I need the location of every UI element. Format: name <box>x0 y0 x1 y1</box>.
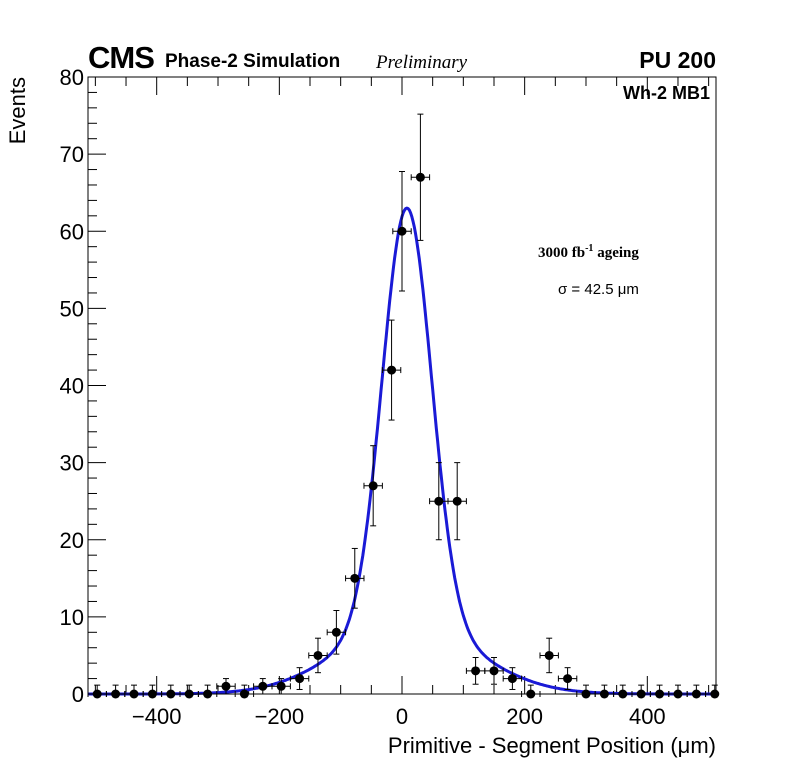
plot-frame <box>87 76 717 695</box>
data-point <box>345 547 365 609</box>
data-points-group <box>87 113 720 699</box>
sigma-annotation: σ = 42.5 μm <box>558 281 639 298</box>
data-point <box>686 684 707 699</box>
data-point <box>705 684 720 699</box>
data-marker <box>452 496 462 506</box>
x-tick-label: −400 <box>132 704 182 729</box>
header-subtitle: Phase-2 Simulation <box>165 51 341 72</box>
cms-logo-text: CMS <box>88 40 155 75</box>
data-point <box>124 684 144 699</box>
data-point <box>216 678 236 695</box>
data-marker <box>387 365 397 375</box>
data-marker <box>471 666 481 676</box>
y-tick-label: 10 <box>60 605 84 630</box>
data-point <box>381 319 402 421</box>
data-point <box>289 667 310 690</box>
data-marker <box>434 496 444 506</box>
data-point <box>465 657 486 685</box>
x-axis-label: Primitive - Segment Position (μm) <box>388 733 716 758</box>
x-tick-label: 400 <box>629 704 666 729</box>
data-point <box>363 445 383 527</box>
y-tick-label: 70 <box>60 142 84 167</box>
data-point <box>161 684 181 699</box>
data-marker <box>507 674 517 684</box>
data-marker <box>313 650 323 660</box>
data-marker <box>350 573 360 583</box>
data-point <box>308 637 328 674</box>
data-marker <box>276 681 286 691</box>
data-point <box>87 684 107 699</box>
data-marker <box>258 681 268 691</box>
data-point <box>142 684 163 699</box>
data-point <box>410 113 431 241</box>
header-pileup: PU 200 <box>639 47 716 73</box>
station-label: Wh-2 MB1 <box>623 83 710 103</box>
ageing-suffix: ageing <box>593 245 639 261</box>
data-marker <box>544 650 554 660</box>
data-marker <box>415 172 425 182</box>
data-point <box>668 684 688 699</box>
y-tick-label: 50 <box>60 296 84 321</box>
data-point <box>392 171 412 292</box>
data-point <box>649 684 670 699</box>
x-tick-label: 0 <box>396 704 408 729</box>
data-point <box>484 657 504 685</box>
tick-labels: −400 −200 0 200 400 0 10 20 30 40 50 60 70 80 <box>60 65 666 729</box>
data-marker <box>331 627 341 637</box>
data-marker <box>563 674 573 684</box>
data-point <box>253 678 273 695</box>
ageing-sup: -1 <box>585 243 593 254</box>
y-tick-label: 80 <box>60 65 84 90</box>
y-tick-label: 40 <box>60 374 84 399</box>
data-point <box>502 667 523 690</box>
data-marker <box>368 481 378 491</box>
x-tick-label: −200 <box>255 704 305 729</box>
x-tick-label: 200 <box>506 704 543 729</box>
data-point <box>179 684 199 699</box>
y-axis-label: Events <box>5 77 30 144</box>
data-point <box>539 637 559 674</box>
data-marker <box>295 674 305 684</box>
data-marker <box>221 681 231 691</box>
ageing-annotation: 3000 fb-1 ageing <box>538 243 639 261</box>
data-point <box>429 462 449 541</box>
axis-ticks <box>88 76 710 695</box>
data-point <box>271 678 291 695</box>
y-tick-label: 20 <box>60 528 84 553</box>
data-point <box>447 462 467 541</box>
y-tick-label: 60 <box>60 219 84 244</box>
data-point <box>105 684 126 699</box>
data-marker <box>489 666 499 676</box>
header-preliminary: Preliminary <box>376 52 468 73</box>
data-point <box>557 667 578 690</box>
ageing-prefix: 3000 fb <box>538 245 585 261</box>
y-tick-label: 30 <box>60 451 84 476</box>
data-point <box>326 609 347 655</box>
data-marker <box>397 226 407 236</box>
y-tick-label: 0 <box>72 682 84 707</box>
